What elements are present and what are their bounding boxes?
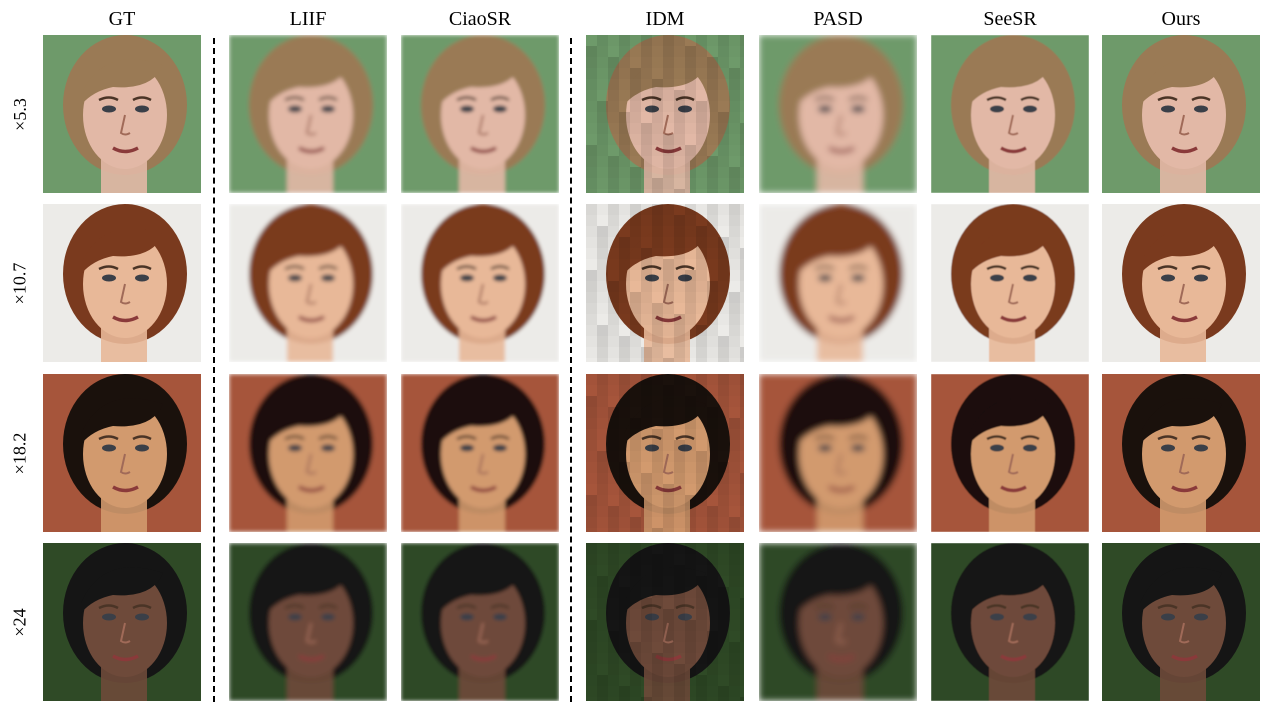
face-image bbox=[229, 374, 387, 532]
face-image bbox=[931, 543, 1089, 701]
col-header-idm: IDM bbox=[645, 8, 685, 30]
face-image bbox=[931, 204, 1089, 362]
col-header-gt: GT bbox=[108, 8, 136, 30]
row-scale-label: ×18.2 bbox=[9, 432, 30, 474]
face-image bbox=[1102, 35, 1260, 193]
face-image bbox=[1102, 543, 1260, 701]
face-image bbox=[759, 543, 917, 701]
face-image bbox=[586, 35, 744, 193]
row-label-4: ×24 bbox=[0, 543, 40, 701]
face-image bbox=[931, 35, 1089, 193]
row-label-2: ×10.7 bbox=[0, 204, 40, 362]
face-image bbox=[229, 543, 387, 701]
col-header-ciaosr: CiaoSR bbox=[448, 8, 512, 30]
face-image bbox=[43, 35, 201, 193]
col-header-liif: LIIF bbox=[289, 8, 327, 30]
face-image bbox=[759, 35, 917, 193]
row-label-3: ×18.2 bbox=[0, 374, 40, 532]
face-image bbox=[401, 35, 559, 193]
face-image bbox=[43, 374, 201, 532]
face-image bbox=[43, 543, 201, 701]
row-scale-label: ×24 bbox=[9, 607, 30, 637]
col-header-ours: Ours bbox=[1161, 8, 1201, 30]
row-scale-label: ×5.3 bbox=[9, 97, 30, 131]
face-image bbox=[43, 204, 201, 362]
face-image bbox=[586, 374, 744, 532]
dashed-divider-right bbox=[570, 38, 572, 702]
face-image bbox=[586, 543, 744, 701]
col-header-pasd: PASD bbox=[813, 8, 863, 30]
face-image bbox=[401, 204, 559, 362]
row-label-1: ×5.3 bbox=[0, 35, 40, 193]
dashed-divider-left bbox=[213, 38, 215, 702]
face-image bbox=[229, 35, 387, 193]
face-image bbox=[401, 543, 559, 701]
face-image bbox=[1102, 204, 1260, 362]
face-image bbox=[759, 204, 917, 362]
face-image bbox=[586, 204, 744, 362]
face-image bbox=[759, 374, 917, 532]
face-image bbox=[931, 374, 1089, 532]
col-header-seesr: SeeSR bbox=[983, 8, 1037, 30]
face-image bbox=[401, 374, 559, 532]
row-scale-label: ×10.7 bbox=[9, 262, 30, 304]
face-image bbox=[1102, 374, 1260, 532]
face-image bbox=[229, 204, 387, 362]
